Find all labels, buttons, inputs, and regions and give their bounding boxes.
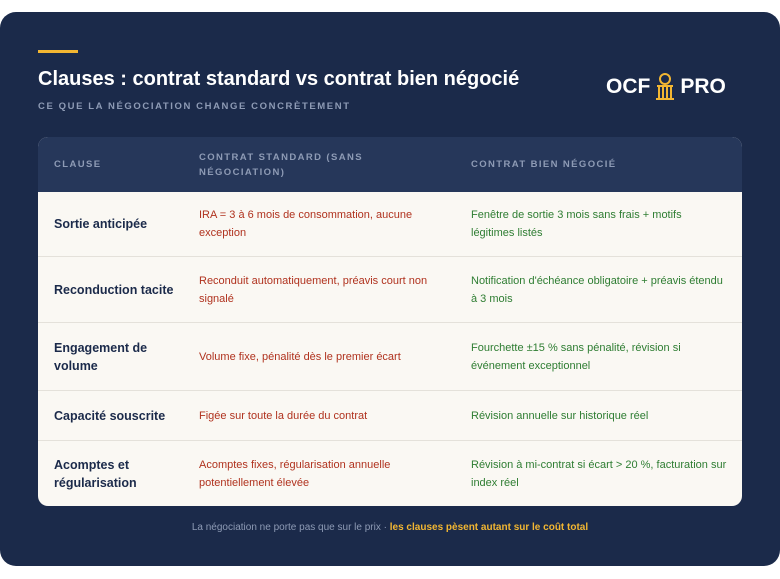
clause-cell: Reconduction tacite — [54, 282, 174, 297]
table-row: Acomptes et régularisation Acomptes fixes… — [38, 440, 742, 506]
negotiated-cell: Fourchette ±15 % sans pénalité, révision… — [471, 341, 681, 372]
negotiated-cell: Fenêtre de sortie 3 mois sans frais + mo… — [471, 209, 682, 239]
standard-cell: IRA = 3 à 6 mois de consommation, aucune… — [199, 209, 413, 239]
footer-highlight: les clauses pèsent autant sur le coût to… — [389, 522, 589, 533]
logo-right: PRO — [680, 75, 726, 98]
standard-cell: Figée sur toute la durée du contrat — [199, 409, 368, 422]
column-header: CONTRAT BIEN NÉGOCIÉ — [471, 159, 617, 170]
standard-cell: Volume fixe, pénalité dès le premier éca… — [199, 350, 401, 363]
footer: La négociation ne porte pas que sur le p… — [0, 522, 780, 533]
logo-icon — [656, 73, 675, 100]
standard-cell: Reconduit automatiquement, préavis court… — [199, 274, 428, 305]
logo: OCF PRO — [606, 72, 726, 102]
standard-cell: Acomptes fixes, régularisation annuelle … — [199, 458, 391, 489]
clause-cell: Engagement de volume — [54, 340, 148, 373]
clause-cell: Capacité souscrite — [54, 408, 166, 423]
header-row: CLAUSE CONTRAT STANDARD (SANS NÉGOCIATIO… — [38, 137, 742, 192]
clause-cell: Acomptes et régularisation — [54, 457, 137, 490]
logo-left: OCF — [606, 75, 651, 98]
table-row: Capacité souscrite Figée sur toute la dur… — [38, 390, 742, 440]
table: CLAUSE CONTRAT STANDARD (SANS NÉGOCIATIO… — [38, 137, 742, 506]
footer-text: La négociation ne porte pas que sur le p… — [191, 522, 387, 533]
clause-cell: Sortie anticipée — [54, 217, 148, 231]
card: Clauses : contrat standard vs contrat bi… — [0, 12, 780, 566]
negotiated-cell: Révision annuelle sur historique réel — [471, 409, 649, 422]
table-row: Engagement de volume Volume fixe, pénalit… — [38, 322, 742, 390]
subtitle: CE QUE LA NÉGOCIATION CHANGE CONCRÈTEMEN… — [38, 101, 351, 112]
column-header: CLAUSE — [54, 159, 102, 170]
negotiated-cell: Notification d'échéance obligatoire + pr… — [471, 274, 723, 305]
column-header: CONTRAT STANDARD (SANS NÉGOCIATION) — [199, 151, 363, 178]
table-row: Reconduction tacite Reconduit automatique… — [38, 256, 742, 322]
accent-bar — [38, 50, 78, 53]
table-row: Sortie anticipée IRA = 3 à 6 mois de cons… — [38, 192, 742, 256]
negotiated-cell: Révision à mi-contrat si écart > 20 %, f… — [471, 458, 727, 489]
title: Clauses : contrat standard vs contrat bi… — [38, 68, 520, 90]
